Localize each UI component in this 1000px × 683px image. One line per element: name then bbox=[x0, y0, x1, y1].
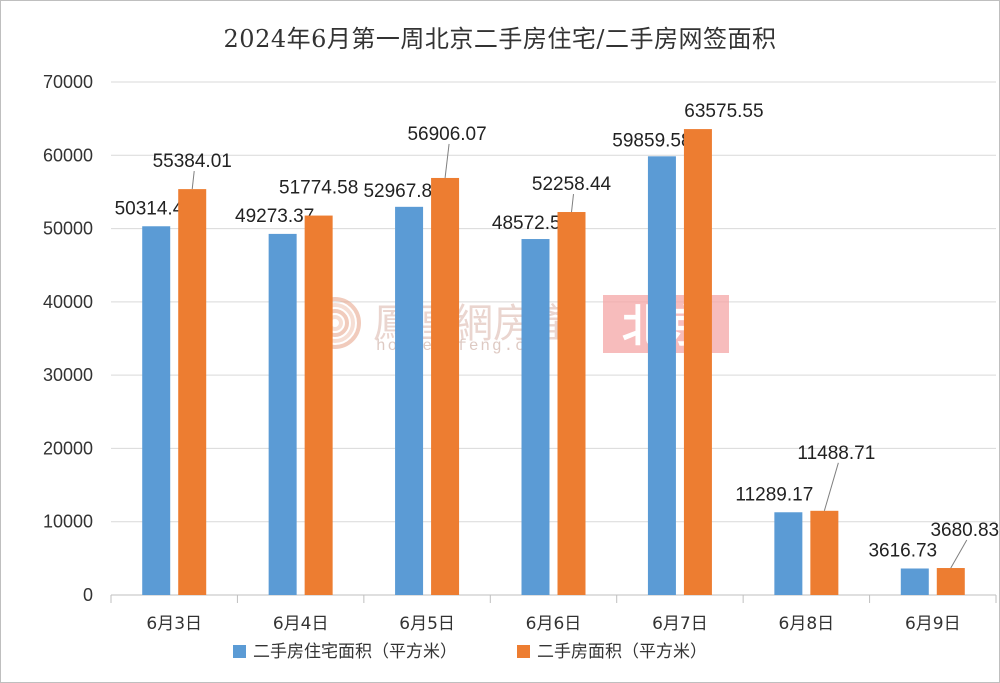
y-tick-label: 10000 bbox=[43, 512, 93, 532]
data-label: 48572.56 bbox=[492, 213, 571, 234]
data-label: 49273.37 bbox=[235, 206, 314, 227]
chart-title: 2024年6月第一周北京二手房住宅/二手房网签面积 bbox=[223, 25, 777, 53]
x-tick-label: 6月4日 bbox=[273, 614, 329, 634]
data-label: 3616.73 bbox=[868, 540, 937, 561]
bar-residential bbox=[774, 512, 803, 595]
bar-total bbox=[683, 129, 712, 596]
bar-residential bbox=[647, 156, 676, 595]
x-tick-label: 6月6日 bbox=[526, 614, 582, 634]
y-tick-label: 20000 bbox=[43, 438, 93, 458]
legend-label: 二手房住宅面积（平方米） bbox=[253, 642, 457, 662]
data-label-leader bbox=[823, 462, 839, 511]
data-label: 56906.07 bbox=[407, 124, 486, 145]
x-tick-label: 6月7日 bbox=[652, 614, 708, 634]
legend-swatch-residential bbox=[233, 645, 246, 658]
bar-total bbox=[178, 189, 207, 596]
bar-residential bbox=[268, 233, 297, 595]
data-label-leader bbox=[950, 539, 968, 569]
x-tick-label: 6月8日 bbox=[779, 614, 835, 634]
y-tick-label: 40000 bbox=[43, 292, 93, 312]
y-tick-label: 60000 bbox=[43, 145, 93, 165]
y-tick-label: 30000 bbox=[43, 365, 93, 385]
data-label: 50314.46 bbox=[115, 198, 194, 219]
bar-total bbox=[810, 510, 839, 595]
data-label: 52967.85 bbox=[363, 181, 442, 202]
y-tick-label: 70000 bbox=[43, 72, 93, 92]
data-label: 11289.17 bbox=[735, 484, 813, 505]
bar-residential bbox=[900, 568, 929, 595]
data-label-leader bbox=[444, 143, 450, 179]
bar-residential bbox=[142, 226, 171, 595]
data-label: 52258.44 bbox=[532, 174, 612, 195]
legend-label: 二手房面积（平方米） bbox=[537, 642, 707, 662]
y-tick-label: 50000 bbox=[43, 219, 93, 239]
bar-total bbox=[304, 215, 333, 596]
data-label: 59859.58 bbox=[612, 130, 691, 151]
data-label: 51774.58 bbox=[279, 178, 358, 199]
x-tick-label: 6月3日 bbox=[146, 614, 202, 634]
legend-swatch-total bbox=[517, 645, 530, 658]
data-label: 3680.83 bbox=[930, 520, 999, 541]
x-tick-label: 6月5日 bbox=[399, 614, 455, 634]
bar-total bbox=[557, 212, 586, 595]
bar-residential bbox=[521, 239, 550, 595]
data-label: 55384.01 bbox=[153, 151, 232, 172]
legend: 二手房住宅面积（平方米） 二手房面积（平方米） bbox=[233, 642, 707, 662]
data-label: 11488.71 bbox=[797, 443, 875, 464]
x-tick-label: 6月9日 bbox=[905, 614, 961, 634]
bar-total bbox=[936, 568, 965, 595]
bar-residential bbox=[395, 206, 424, 595]
y-tick-label: 0 bbox=[83, 585, 93, 605]
data-label-leader bbox=[191, 171, 195, 190]
data-label: 63575.55 bbox=[684, 101, 763, 122]
bar-total bbox=[431, 177, 460, 595]
data-label-leader bbox=[571, 193, 574, 213]
